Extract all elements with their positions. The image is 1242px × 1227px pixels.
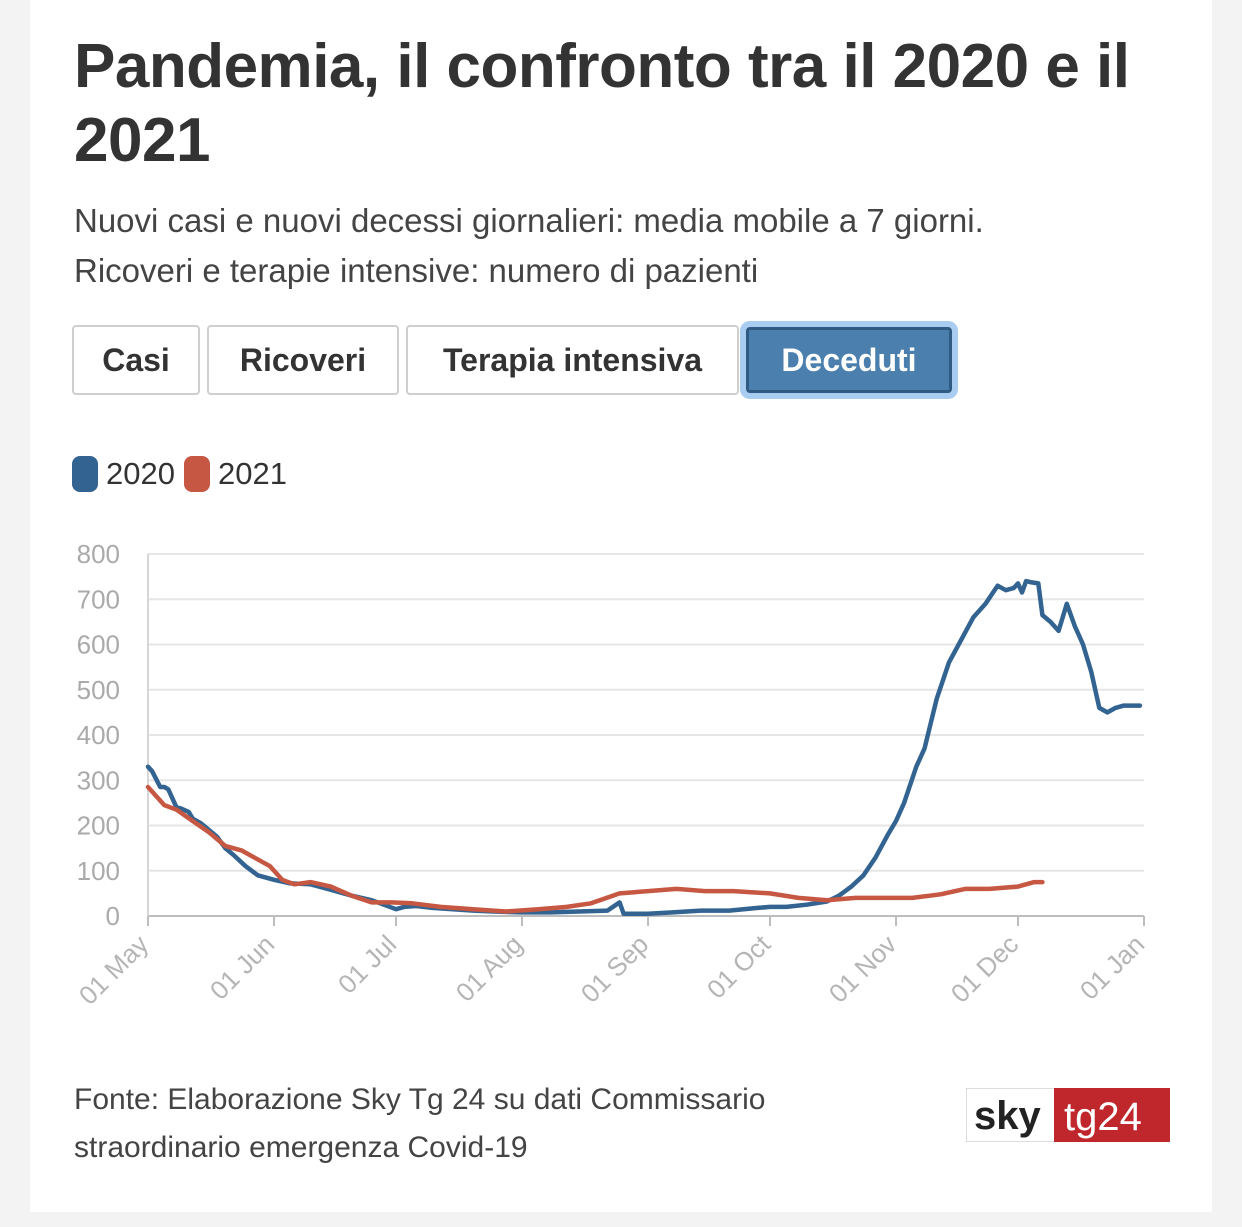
legend-label-2021: 2021 — [218, 456, 287, 491]
series-line-2020 — [145, 578, 1143, 916]
y-tick-label: 700 — [77, 584, 120, 614]
x-tick-label: 01 Aug — [450, 929, 528, 1007]
x-tick-label: 01 Jan — [1074, 929, 1150, 1005]
page-title: Pandemia, il confronto tra il 2020 e il … — [74, 32, 1130, 175]
legend-label-2020: 2020 — [106, 456, 175, 491]
y-tick-label: 800 — [77, 539, 120, 569]
tab-ricoveri[interactable]: Ricoveri — [207, 325, 399, 395]
y-tick-label: 100 — [77, 856, 120, 886]
logo-tg24-text: tg24 — [1064, 1095, 1142, 1139]
y-tick-label: 200 — [77, 811, 120, 841]
y-tick-label: 0 — [106, 901, 120, 931]
tab-casi[interactable]: Casi — [72, 325, 200, 395]
subtitle-line-1: Nuovi casi e nuovi decessi giornalieri: … — [74, 202, 984, 239]
x-tick-label: 01 Oct — [701, 928, 777, 1004]
legend-swatch-2021 — [184, 456, 210, 492]
y-tick-label: 400 — [77, 720, 120, 750]
x-tick-label: 01 Jun — [204, 929, 280, 1005]
logo-tg24-box — [1054, 1088, 1170, 1142]
x-tick-label: 01 Sep — [575, 929, 654, 1008]
source-line-1: Fonte: Elaborazione Sky Tg 24 su dati Co… — [74, 1083, 766, 1116]
chart-card: Pandemia, il confronto tra il 2020 e il … — [30, 0, 1212, 1212]
y-tick-label: 300 — [77, 765, 120, 795]
tab-terapia-intensiva[interactable]: Terapia intensiva — [406, 325, 739, 395]
x-tick-label: 01 Jul — [332, 929, 402, 999]
subtitle: Nuovi casi e nuovi decessi giornalieri: … — [74, 196, 1194, 296]
logo-sky-text: sky — [974, 1094, 1041, 1138]
series-line-2021 — [145, 784, 1045, 914]
y-tick-label: 600 — [77, 630, 120, 660]
y-tick-label: 500 — [77, 675, 120, 705]
tab-deceduti[interactable]: Deceduti — [746, 327, 952, 393]
source-note: Fonte: Elaborazione Sky Tg 24 su dati Co… — [74, 1076, 874, 1172]
x-tick-label: 01 May — [73, 929, 155, 1011]
subtitle-line-2: Ricoveri e terapie intensive: numero di … — [74, 252, 759, 289]
sky-tg24-logo: sky tg24 — [966, 1088, 1170, 1142]
x-tick-label: 01 Dec — [945, 929, 1024, 1008]
legend-swatch-2020 — [72, 456, 98, 492]
x-tick-label: 01 Nov — [823, 929, 902, 1008]
line-chart: 0 100 200 300 400 500 600 700 800 01 May 01 Jun 01 … — [73, 539, 1151, 1011]
legend-item-2020[interactable]: 2020 — [72, 456, 175, 492]
legend-item-2021[interactable]: 2021 — [184, 456, 287, 492]
source-line-2: straordinario emergenza Covid-19 — [74, 1131, 528, 1164]
